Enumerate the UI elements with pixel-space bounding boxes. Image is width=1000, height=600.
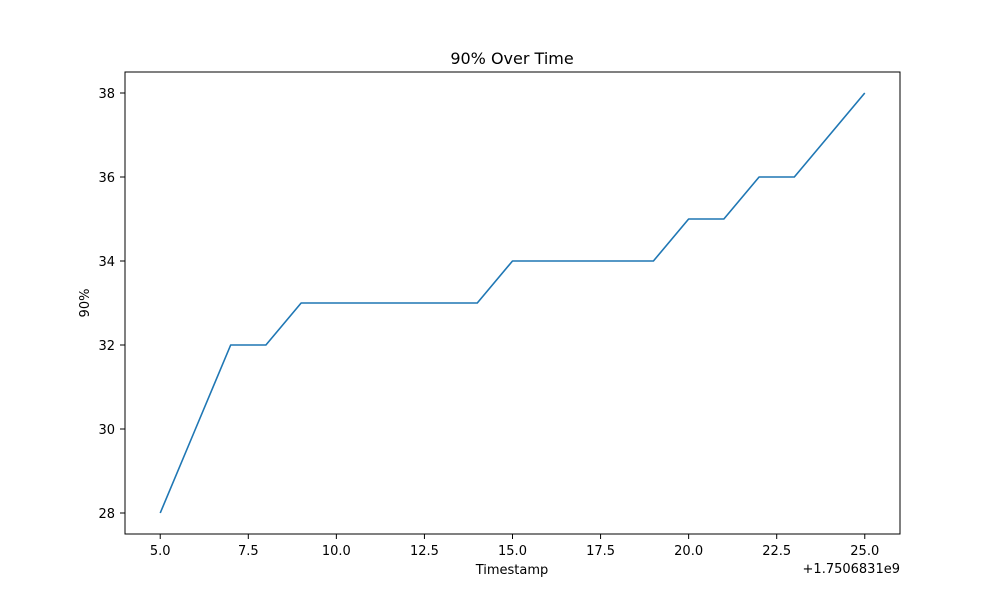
x-tick-label: 15.0: [498, 544, 527, 559]
x-tick-label: 17.5: [586, 544, 615, 559]
series-line: [159, 92, 866, 514]
y-tick-label: 34: [98, 255, 115, 270]
series-group: [159, 92, 866, 514]
y-tick-label: 30: [98, 423, 115, 438]
x-tick-label: 12.5: [410, 544, 439, 559]
x-tick-label: 7.5: [238, 544, 259, 559]
x-axis-label: Timestamp: [475, 563, 549, 578]
y-axis-ticks: 28 30 32 34 36 38: [98, 87, 125, 522]
plot-area: [124, 71, 901, 535]
y-tick-label: 28: [98, 507, 115, 522]
x-tick-label: 10.0: [322, 544, 351, 559]
x-axis-ticks: 5.0 7.5 10.0 12.5 15.0 17.5 20.0 22.5 25.0: [150, 534, 879, 559]
x-tick-label: 5.0: [150, 544, 171, 559]
y-tick-label: 38: [98, 87, 115, 102]
x-axis-offset-label: +1.7506831e9: [803, 562, 900, 577]
y-axis-label: 90%: [78, 289, 93, 318]
y-tick-label: 36: [98, 171, 115, 186]
x-tick-label: 20.0: [674, 544, 703, 559]
chart-title: 90% Over Time: [450, 49, 573, 68]
x-tick-label: 25.0: [850, 544, 879, 559]
x-tick-label: 22.5: [762, 544, 791, 559]
y-tick-label: 32: [98, 339, 115, 354]
